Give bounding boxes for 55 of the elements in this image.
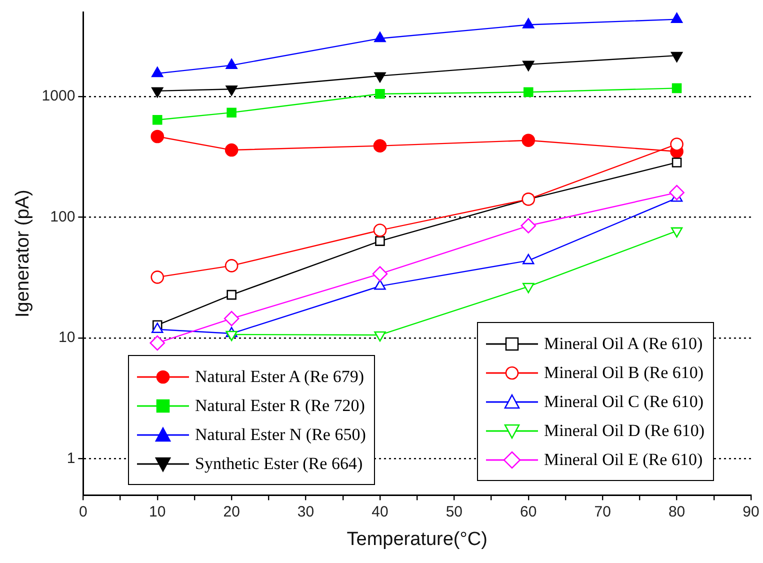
x-tick-label: 30: [297, 503, 314, 520]
point: [522, 18, 534, 28]
point: [375, 88, 385, 99]
y-axis-title: Igenerator (pA): [12, 190, 34, 318]
point: [150, 130, 164, 144]
x-tick-label: 10: [149, 503, 166, 520]
point: [375, 236, 385, 246]
point: [152, 114, 162, 125]
x-tick-label: 20: [223, 503, 240, 520]
legend-label: Natural Ester A (Re 679): [195, 366, 364, 386]
point: [226, 290, 236, 300]
point: [372, 266, 388, 282]
point: [374, 32, 386, 42]
x-tick-label: 50: [446, 503, 463, 520]
legend-label: Natural Ester N (Re 650): [195, 424, 366, 444]
y-tick-label: 100: [50, 208, 76, 226]
point: [523, 87, 534, 98]
point: [226, 58, 238, 69]
point: [150, 335, 166, 351]
legend-label: Mineral Oil D (Re 610): [544, 420, 705, 440]
point: [150, 270, 164, 284]
point: [224, 259, 238, 272]
legend-label: Synthetic Ester (Re 664): [195, 454, 363, 474]
point: [224, 310, 240, 326]
legend-label: Mineral Oil C (Re 610): [544, 392, 704, 412]
legend-label: Mineral Oil A (Re 610): [544, 334, 703, 354]
point: [520, 218, 536, 234]
x-tick-label: 60: [520, 503, 537, 520]
point: [672, 83, 682, 94]
point: [669, 184, 684, 200]
x-tick-label: 70: [594, 503, 611, 520]
point: [374, 331, 386, 342]
point: [522, 282, 534, 294]
point: [226, 108, 236, 118]
x-tick-label: 40: [372, 503, 388, 520]
point: [522, 134, 536, 147]
point: [670, 227, 683, 238]
point: [226, 330, 238, 342]
y-tick-label: 1000: [42, 88, 76, 105]
x-tick-label: 80: [668, 503, 686, 520]
point: [152, 66, 164, 78]
x-tick-label: 0: [78, 503, 88, 520]
legend-label: Mineral Oil B (Re 610): [544, 362, 704, 382]
y-tick-label: 1: [66, 450, 76, 467]
point: [670, 138, 684, 151]
x-axis-title: Temperature(°C): [346, 528, 488, 550]
y-tick-label: 10: [58, 329, 76, 346]
x-tick-label: 90: [742, 503, 760, 520]
legend-label: Natural Ester R (Re 720): [195, 396, 365, 416]
point: [670, 12, 683, 23]
legend-label: Mineral Oil E (Re 610): [544, 450, 703, 470]
point: [672, 158, 682, 168]
point: [373, 139, 387, 152]
point: [224, 143, 238, 157]
point: [373, 224, 387, 237]
